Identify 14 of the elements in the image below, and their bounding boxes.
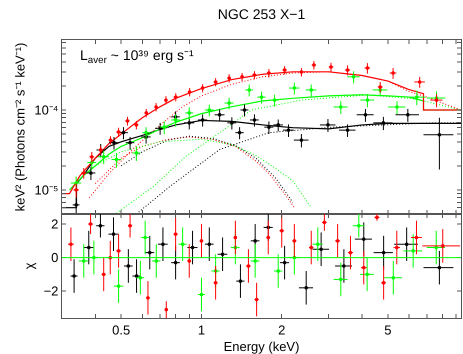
- y-tick-label: 0: [51, 250, 58, 266]
- x-tick-label: 5: [384, 322, 392, 338]
- y-axis-title: χ: [22, 262, 37, 270]
- y-axis-title: keV² (Photons cm⁻² s⁻¹ keV⁻¹): [12, 42, 28, 212]
- x-axis-title: Energy (keV): [224, 339, 300, 354]
- y-tick-label: 2: [51, 216, 58, 232]
- x-tick-label: 1: [198, 322, 206, 338]
- y-tick-label: 10⁻⁴: [34, 102, 58, 118]
- y-tick-label: 10⁻⁵: [34, 182, 58, 198]
- chart-title: NGC 253 X−1: [218, 6, 306, 22]
- annotation: L$_{aver}$ ~ 10³⁹ erg s⁻¹: [80, 47, 194, 66]
- y-tick-label: −2: [44, 284, 58, 299]
- x-tick-label: 0.5: [112, 322, 130, 338]
- x-tick-label: 2: [278, 322, 286, 338]
